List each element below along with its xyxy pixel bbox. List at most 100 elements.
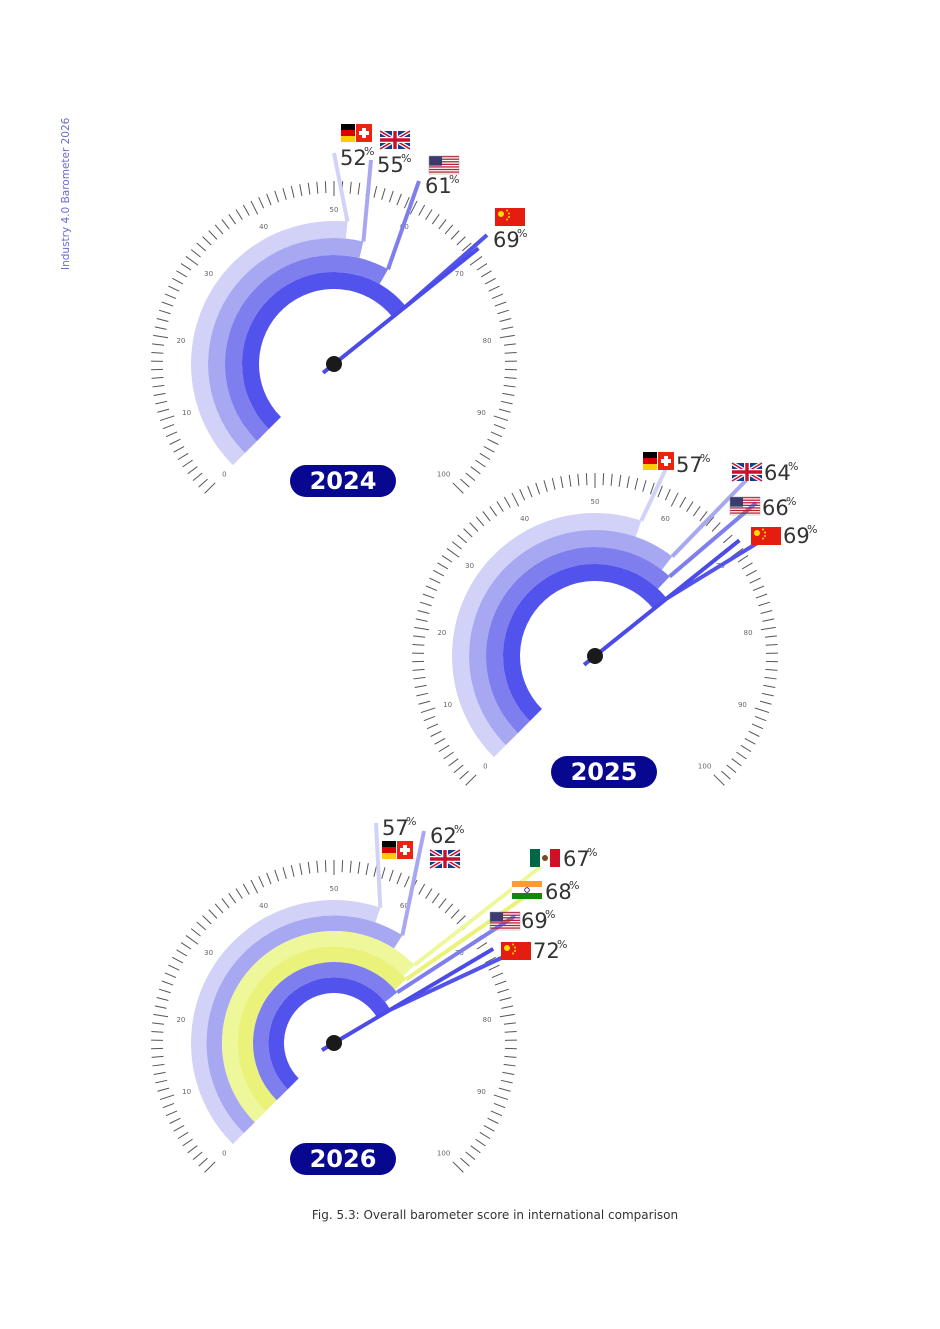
gauge-tick — [152, 1063, 165, 1067]
gauge-tick — [490, 431, 503, 438]
tick-label: 20 — [437, 629, 446, 637]
gauge-tick — [208, 230, 218, 240]
gauge-tick — [568, 474, 572, 487]
gauge-tick — [479, 1131, 491, 1140]
gauge-tick — [425, 888, 433, 899]
gauge-tick — [453, 764, 464, 774]
tick-label: 40 — [259, 223, 268, 231]
year-badge — [551, 756, 657, 788]
gauge-tick — [476, 263, 488, 271]
gauge-tick — [494, 301, 507, 307]
tick-label: 80 — [483, 1016, 492, 1024]
gauge-tick — [235, 888, 243, 899]
gauge-tick — [307, 861, 311, 874]
gauge-tick — [469, 522, 479, 532]
value-label: 72 — [533, 939, 560, 963]
gauge-tick — [670, 492, 679, 507]
gauge-tick — [450, 230, 460, 240]
us-flag-icon — [428, 155, 460, 175]
gauge-tick — [487, 438, 499, 445]
percent-sign: % — [449, 173, 459, 186]
gauge-tick — [177, 1131, 189, 1140]
gauge-tick — [446, 548, 460, 558]
gauge-tick — [535, 482, 541, 495]
gauge-tick — [488, 964, 500, 971]
gauge-tick — [214, 224, 224, 235]
gauge-tick — [438, 744, 450, 753]
value-label: 69 — [521, 909, 548, 933]
gauge-tick — [417, 610, 430, 614]
gauge-band — [190, 221, 348, 466]
gauge-tick — [396, 872, 402, 885]
percent-sign: % — [401, 152, 411, 165]
gauge-tick — [441, 555, 453, 563]
gauge-tick — [490, 1110, 503, 1117]
percent-sign: % — [788, 460, 798, 473]
gauge-tick — [748, 730, 760, 737]
value-label: 69 — [493, 228, 520, 252]
gauge-tick — [713, 774, 725, 786]
gauge-tick — [488, 285, 500, 292]
gauge-tick — [185, 935, 199, 945]
us-flag-icon — [489, 911, 521, 931]
tick-label: 60 — [661, 515, 670, 523]
gauge-tick — [503, 1022, 516, 1025]
gauge-tick — [266, 872, 272, 885]
gauge-band — [503, 564, 667, 722]
gauge-tick — [172, 277, 184, 285]
gauge-tick — [431, 213, 440, 225]
gauge-tick — [151, 1055, 164, 1058]
gauge-tick — [169, 1117, 181, 1124]
figure-caption: Fig. 5.3: Overall barometer score in int… — [311, 1208, 679, 1222]
gauge-tick — [430, 730, 442, 737]
year-label: 2025 — [571, 758, 638, 786]
gauge-band — [224, 254, 389, 442]
gauge-tick — [349, 860, 352, 873]
gauge-tick — [177, 452, 189, 461]
gauge-tick — [443, 751, 454, 760]
gauge-tick — [469, 256, 483, 266]
percent-sign: % — [569, 879, 579, 892]
gauge-tick — [357, 861, 361, 874]
gauge-tick — [498, 1087, 511, 1092]
leader-line — [361, 159, 373, 242]
gauge-tick — [487, 1117, 499, 1124]
gauge-tick — [365, 863, 369, 876]
gauge-tick — [465, 1151, 476, 1161]
gauge-tick — [489, 505, 498, 517]
gauge-tick — [497, 988, 510, 994]
gauge-tick — [437, 562, 449, 570]
gauge-tick — [496, 501, 504, 512]
gauge-tick — [500, 400, 513, 405]
de-ch-flags — [643, 452, 674, 470]
tick-label: 10 — [443, 701, 452, 709]
gauge-tick — [357, 182, 361, 195]
gauge-tick — [577, 473, 580, 486]
gauge-band — [252, 961, 398, 1101]
gauge-tick — [560, 476, 564, 489]
gauge-tick — [198, 1157, 208, 1167]
gauge-tick — [187, 1145, 198, 1154]
gauge-tick — [196, 921, 207, 931]
gauge-tick — [463, 528, 473, 538]
value-label: 55 — [377, 153, 404, 177]
value-label: 64 — [764, 461, 791, 485]
gauge-tick — [204, 482, 216, 494]
gauge-tick — [182, 1138, 193, 1147]
leader-line — [396, 914, 517, 995]
gauge-tick — [754, 715, 767, 722]
gauge-tick — [491, 972, 504, 979]
gauge-tick — [414, 626, 430, 631]
gauge-tick — [204, 1161, 216, 1173]
gauge-tick — [470, 466, 481, 475]
gauge-tick — [726, 764, 737, 774]
tick-label: 70 — [455, 270, 464, 278]
gauge-tick — [634, 477, 639, 490]
percent-sign: % — [545, 908, 555, 921]
gauge-tick — [610, 473, 613, 486]
tick-label: 90 — [477, 409, 486, 417]
value-label: 57 — [382, 816, 409, 840]
gauge-tick — [764, 676, 777, 680]
gauge-tick — [736, 751, 747, 760]
gauge-tick — [460, 478, 470, 488]
